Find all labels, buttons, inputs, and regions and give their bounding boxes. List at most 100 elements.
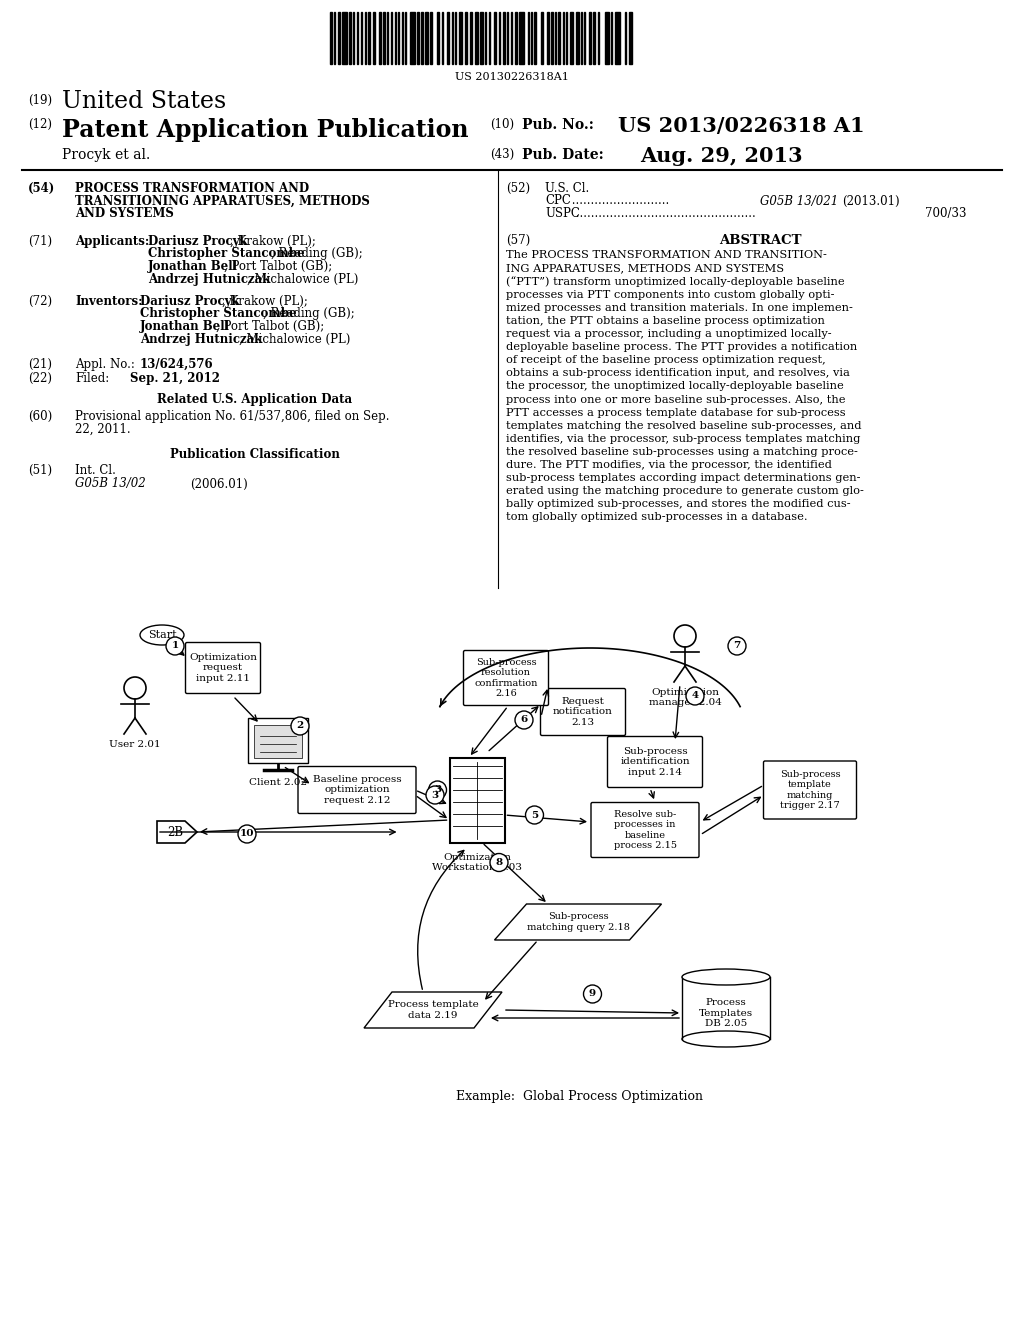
Text: (2013.01): (2013.01) xyxy=(842,194,900,207)
Ellipse shape xyxy=(682,969,770,985)
Text: (72): (72) xyxy=(28,294,52,308)
Text: Christopher Stancombe: Christopher Stancombe xyxy=(140,308,297,321)
Bar xyxy=(604,12,609,63)
Ellipse shape xyxy=(140,624,184,645)
Bar xyxy=(450,758,505,842)
Text: 1: 1 xyxy=(171,642,178,651)
Bar xyxy=(368,12,370,63)
Text: 10: 10 xyxy=(240,829,254,838)
Bar xyxy=(425,12,428,63)
Text: (2006.01): (2006.01) xyxy=(190,478,248,491)
Bar xyxy=(254,725,302,758)
Text: U.S. Cl.: U.S. Cl. xyxy=(545,182,589,195)
Circle shape xyxy=(674,624,696,647)
Text: Related U.S. Application Data: Related U.S. Application Data xyxy=(158,393,352,407)
Bar xyxy=(452,12,453,63)
Bar xyxy=(575,12,579,63)
Bar xyxy=(625,12,626,63)
Text: Start: Start xyxy=(147,630,176,640)
Bar xyxy=(394,12,395,63)
Text: Example:  Global Process Optimization: Example: Global Process Optimization xyxy=(457,1090,703,1104)
Bar xyxy=(629,12,632,63)
Bar xyxy=(593,12,595,63)
Bar xyxy=(542,12,543,63)
Bar xyxy=(410,12,415,63)
Bar xyxy=(357,12,358,63)
Circle shape xyxy=(238,825,256,843)
Bar xyxy=(598,12,599,63)
Bar xyxy=(342,12,346,63)
Text: Optimization
Workstation 2.03: Optimization Workstation 2.03 xyxy=(432,853,522,873)
Text: (71): (71) xyxy=(28,235,52,248)
Text: 9: 9 xyxy=(589,990,596,998)
Text: Optimization
request
input 2.11: Optimization request input 2.11 xyxy=(189,653,257,682)
Text: Sep. 21, 2012: Sep. 21, 2012 xyxy=(130,372,220,385)
Circle shape xyxy=(426,785,444,804)
Circle shape xyxy=(428,781,446,799)
Text: AND SYSTEMS: AND SYSTEMS xyxy=(75,207,174,220)
Bar xyxy=(547,12,549,63)
Text: Process
Templates
DB 2.05: Process Templates DB 2.05 xyxy=(699,998,753,1028)
Text: (57): (57) xyxy=(506,234,530,247)
Text: 8: 8 xyxy=(496,858,503,867)
Text: (19): (19) xyxy=(28,94,52,107)
Bar xyxy=(379,12,381,63)
Bar xyxy=(455,12,457,63)
Bar xyxy=(569,12,572,63)
Text: ABSTRACT: ABSTRACT xyxy=(719,234,801,247)
Text: Pub. No.:: Pub. No.: xyxy=(522,117,594,132)
Bar xyxy=(430,12,432,63)
Circle shape xyxy=(584,985,601,1003)
Text: Filed:: Filed: xyxy=(75,372,110,385)
Text: 3: 3 xyxy=(434,785,441,795)
Circle shape xyxy=(490,854,508,871)
Bar xyxy=(562,12,563,63)
Text: , Port Talbot (GB);: , Port Talbot (GB); xyxy=(224,260,333,273)
Bar xyxy=(495,12,497,63)
Ellipse shape xyxy=(682,1031,770,1047)
Text: 700/33: 700/33 xyxy=(925,207,966,220)
FancyBboxPatch shape xyxy=(591,803,699,858)
Bar xyxy=(334,12,335,63)
Text: (54): (54) xyxy=(28,182,55,195)
Bar xyxy=(530,12,532,63)
Text: , Reading (GB);: , Reading (GB); xyxy=(271,248,362,260)
Text: ..........................: .......................... xyxy=(568,194,673,207)
Text: 6: 6 xyxy=(520,715,527,725)
Text: Baseline process
optimization
request 2.12: Baseline process optimization request 2.… xyxy=(312,775,401,805)
Text: 2B: 2B xyxy=(167,825,183,838)
Bar xyxy=(565,12,567,63)
Bar xyxy=(401,12,402,63)
Text: 22, 2011.: 22, 2011. xyxy=(75,422,131,436)
Bar xyxy=(330,12,332,63)
Text: US 20130226318A1: US 20130226318A1 xyxy=(455,73,569,82)
Polygon shape xyxy=(157,821,197,843)
Bar xyxy=(418,12,420,63)
Bar xyxy=(373,12,375,63)
Text: Sub-process
template
matching
trigger 2.17: Sub-process template matching trigger 2.… xyxy=(779,770,841,810)
FancyBboxPatch shape xyxy=(541,689,626,735)
Text: , Reading (GB);: , Reading (GB); xyxy=(263,308,354,321)
Text: Request
notification
2.13: Request notification 2.13 xyxy=(553,697,613,727)
Bar xyxy=(615,12,620,63)
Text: Resolve sub-
processes in
baseline
process 2.15: Resolve sub- processes in baseline proce… xyxy=(613,810,677,850)
Circle shape xyxy=(525,807,544,824)
Bar xyxy=(519,12,523,63)
Text: Andrzej Hutniczak: Andrzej Hutniczak xyxy=(148,272,270,285)
Text: Pub. Date:: Pub. Date: xyxy=(522,148,604,162)
Text: , Krakow (PL);: , Krakow (PL); xyxy=(222,294,308,308)
Text: User 2.01: User 2.01 xyxy=(110,741,161,748)
Text: Appl. No.:: Appl. No.: xyxy=(75,358,135,371)
FancyBboxPatch shape xyxy=(298,767,416,813)
Circle shape xyxy=(686,686,705,705)
Bar xyxy=(470,12,472,63)
Circle shape xyxy=(166,638,184,655)
Bar xyxy=(383,12,385,63)
Text: Andrzej Hutniczak: Andrzej Hutniczak xyxy=(140,333,262,346)
Text: Client 2.02: Client 2.02 xyxy=(249,777,307,787)
Circle shape xyxy=(728,638,746,655)
Text: Inventors:: Inventors: xyxy=(75,294,142,308)
Text: United States: United States xyxy=(62,90,226,114)
Text: Aug. 29, 2013: Aug. 29, 2013 xyxy=(640,147,803,166)
Bar xyxy=(447,12,450,63)
